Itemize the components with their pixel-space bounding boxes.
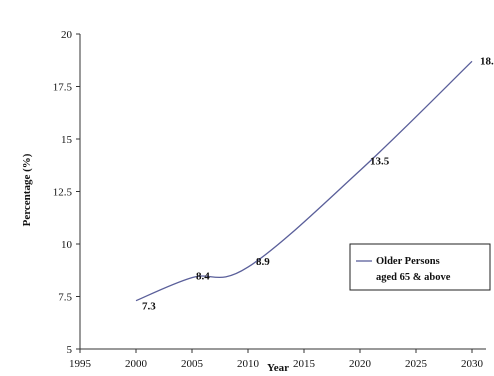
x-tick-label: 2025 — [405, 358, 428, 370]
y-tick-label: 12.5 — [53, 187, 73, 199]
x-axis-title: Year — [267, 362, 289, 371]
x-tick-label: 2030 — [461, 358, 484, 370]
y-axis-title: Percentage (%) — [21, 153, 33, 226]
y-tick-label: 17.5 — [53, 82, 73, 94]
data-label: 8.4 — [196, 271, 210, 283]
x-tick-label: 2015 — [293, 358, 316, 370]
y-tick-label: 15 — [61, 134, 73, 146]
x-tick-label: 2005 — [181, 358, 204, 370]
series-line-older-persons — [135, 60, 473, 302]
x-tick-label: 2020 — [349, 358, 372, 370]
x-tick-label: 2010 — [237, 358, 260, 370]
x-tick-label: 2000 — [125, 358, 148, 370]
data-label: 18.7 — [480, 55, 494, 67]
legend-box — [349, 243, 491, 291]
data-label: 13.5 — [370, 156, 390, 168]
legend-label-line1: Older Persons — [376, 256, 440, 267]
y-tick-label: 10 — [61, 239, 73, 251]
y-tick-label: 7.5 — [58, 292, 72, 304]
legend-label-line2: aged 65 & above — [376, 272, 451, 283]
data-label: 8.9 — [256, 256, 270, 268]
x-tick-label: 1995 — [69, 358, 92, 370]
data-label: 7.3 — [142, 301, 156, 313]
y-tick-label: 5 — [67, 344, 73, 356]
y-tick-label: 20 — [61, 29, 73, 41]
legend: Older Persons aged 65 & above — [349, 243, 491, 291]
